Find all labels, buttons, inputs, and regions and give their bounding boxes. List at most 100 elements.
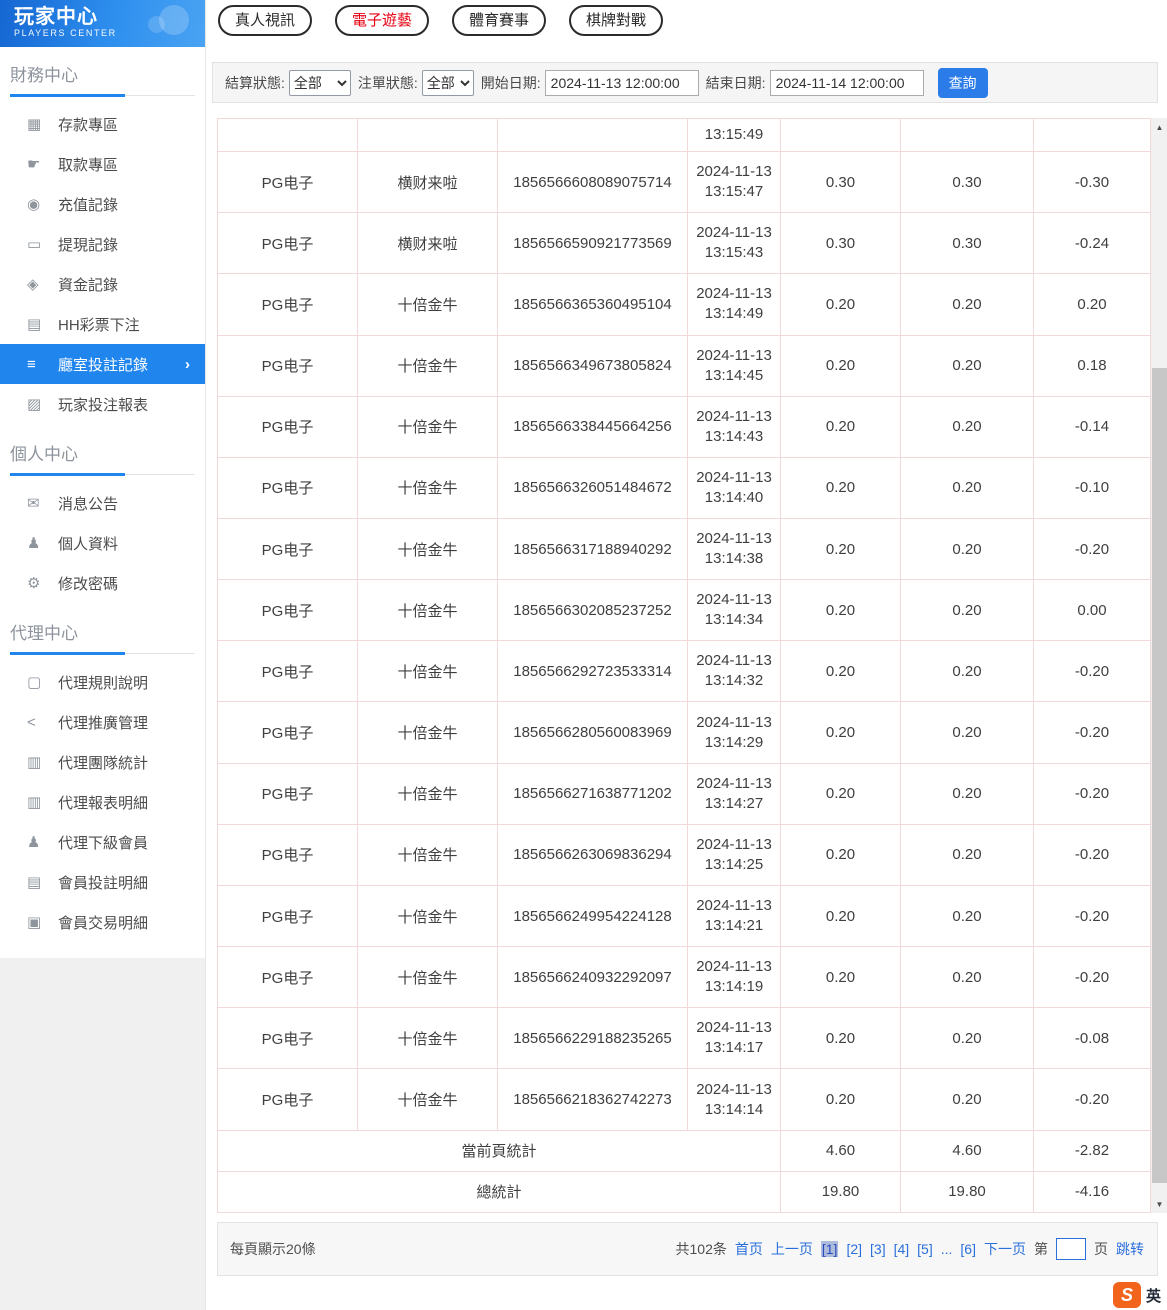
sidebar-item[interactable]: ▤ HH彩票下注 [0,304,205,344]
sidebar-item[interactable]: ▭ 提現記錄 [0,224,205,264]
cell-order_id: 1856566249954224128 [497,884,688,948]
bet-table-zone: 13:15:49 PG电子 横财来啦 1856566608089075714 2024-… [217,117,1167,1214]
bet-records-list-icon: ≡ [27,355,36,373]
cell-time: 13:14:21 [704,917,764,935]
cell-datetime: 2024-11-13 13:14:17 [687,1007,781,1070]
cell-provider: PG电子 [217,884,358,948]
cell-bet: 0.20 [780,273,901,336]
cell-order_id: 1856566229188235265 [497,1007,688,1070]
cell-date: 2024-11-13 [696,713,772,731]
sidebar-item[interactable]: ▥ 代理團隊統計 [0,742,205,782]
cell [497,117,688,153]
page-link-4[interactable]: [4] [893,1241,910,1257]
cell-date: 2024-11-13 [696,1019,772,1037]
agent-team-stats-icon: ▥ [27,754,42,771]
cell-order_id: 1856566280560083969 [497,701,688,764]
table-row: PG电子 十倍金牛 1856566292723533314 2024-11-13 13:… [217,640,1151,703]
cell-bet: 0.20 [780,701,901,764]
sidebar-item[interactable]: ⚙ 修改密碼 [0,563,205,603]
prev-page-link[interactable]: 上一页 [770,1241,813,1257]
cell-order_id: 1856566590921773569 [497,212,688,275]
translator-badge[interactable]: S 英 [1112,1282,1161,1308]
sidebar-item[interactable]: ▦ 存款專區 [0,104,205,144]
cell-datetime: 2024-11-13 13:14:34 [687,579,781,642]
first-page-link[interactable]: 首页 [734,1241,763,1257]
cell-valid: 0.20 [900,579,1034,642]
cell-time: 13:15:43 [704,244,764,262]
search-button[interactable]: 查詢 [937,67,988,98]
page-link-...[interactable]: ... [940,1241,953,1257]
sidebar-item[interactable]: ▢ 代理規則說明 [0,662,205,702]
sidebar-item[interactable]: ✉ 消息公告 [0,483,205,523]
cell-time: 13:15:49 [704,126,764,144]
sidebar-item[interactable]: ▤ 會員投註明細 [0,862,205,902]
report-chart-icon: ▨ [27,396,42,413]
sidebar-item-label: 資金記錄 [58,276,119,294]
sidebar-item[interactable]: < 代理推廣管理 [0,702,205,742]
cell-profit: -0.20 [1033,823,1151,886]
cell-profit: -0.20 [1033,884,1151,948]
page-link-2[interactable]: [2] [846,1241,863,1257]
sidebar: 玩家中心 PLAYERS CENTER 財務中心 ▦ 存款專區 ☛ 取款專區 ◉ 充值記錄 ▭… [0,0,206,1310]
cell-game: 十倍金牛 [357,579,498,642]
table-row: PG电子 十倍金牛 1856566317188940292 2024-11-13 13:… [217,518,1151,581]
cell-profit: -0.20 [1033,640,1151,703]
sidebar-item[interactable]: ♟ 代理下級會員 [0,822,205,862]
cell-valid: 0.20 [900,762,1034,825]
cell-order_id: 1856566349673805824 [497,334,688,397]
page-link-6[interactable]: [6] [960,1241,976,1257]
sidebar-item-label: 廳室投註記錄 [58,356,149,374]
funds-purse-icon: ◈ [27,276,39,293]
scrollbar-thumb[interactable] [1152,368,1167,1183]
sidebar-item[interactable]: ◈ 資金記錄 [0,264,205,304]
person-icon: ♟ [27,535,41,552]
sidebar-item[interactable]: ▣ 會員交易明細 [0,902,205,942]
tab-4[interactable]: 棋牌對戰 [569,5,664,36]
sidebar-item-label: 代理團隊統計 [58,754,149,772]
sidebar-item-label: 代理推廣管理 [58,714,149,732]
sidebar-item[interactable]: ▨ 玩家投注報表 [0,384,205,424]
cell-game: 十倍金牛 [357,273,498,336]
settle-status-select[interactable]: 全部 [288,69,351,96]
sidebar-item-label: 存款專區 [58,116,119,134]
jump-action-link[interactable]: 跳转 [1116,1241,1144,1257]
sidebar-item-label: 會員交易明細 [58,914,149,932]
page-link-5[interactable]: [5] [917,1241,933,1257]
sidebar-item[interactable]: ≡ 廳室投註記錄 › [0,344,205,384]
page-link-1[interactable]: [1] [820,1241,839,1257]
sidebar-item[interactable]: ▥ 代理報表明細 [0,782,205,822]
scroll-up-icon[interactable]: ▲ [1155,122,1164,132]
order-status-select[interactable]: 全部 [421,69,474,96]
start-date-input[interactable] [544,69,699,96]
cell-time: 13:14:49 [704,305,764,323]
tab-2[interactable]: 電子遊藝 [335,5,430,36]
sidebar-item-label: 會員投註明細 [58,874,149,892]
page-link-3[interactable]: [3] [870,1241,886,1257]
sidebar-item-label: 修改密碼 [58,575,119,593]
cell-game: 十倍金牛 [357,762,498,825]
cell-provider: PG电子 [217,456,358,520]
page-jump-input[interactable] [1056,1238,1086,1260]
cell-date: 2024-11-13 [696,224,772,242]
next-page-link[interactable]: 下一页 [984,1241,1026,1257]
table-row: PG电子 横财来啦 1856566590921773569 2024-11-13 13:… [217,212,1151,275]
agent-members-icon: ♟ [27,834,41,851]
sidebar-item-label: 提現記錄 [58,236,119,254]
sidebar-item[interactable]: ♟ 個人資料 [0,523,205,563]
table-scrollbar[interactable]: ▲ ▼ [1151,118,1167,1213]
end-date-input[interactable] [769,69,924,96]
cell-datetime: 2024-11-13 13:14:27 [687,762,781,825]
summary-valid: 19.80 [900,1170,1034,1214]
sidebar-item[interactable]: ☛ 取款專區 [0,144,205,184]
sidebar-item-label: 代理下級會員 [58,834,149,852]
cell-date: 2024-11-13 [696,468,772,486]
cell-order_id: 1856566302085237252 [497,579,688,642]
cell-date: 2024-11-13 [696,346,772,364]
sidebar-item[interactable]: ◉ 充值記錄 [0,184,205,224]
total-count-label: 共102条 [675,1241,727,1257]
scroll-down-icon[interactable]: ▼ [1155,1199,1164,1209]
tab-1[interactable]: 真人視訊 [218,5,313,36]
translator-logo-icon[interactable]: S [1112,1282,1141,1308]
cell-datetime: 2024-11-13 13:15:43 [687,212,781,275]
tab-3[interactable]: 體育賽事 [452,5,547,36]
